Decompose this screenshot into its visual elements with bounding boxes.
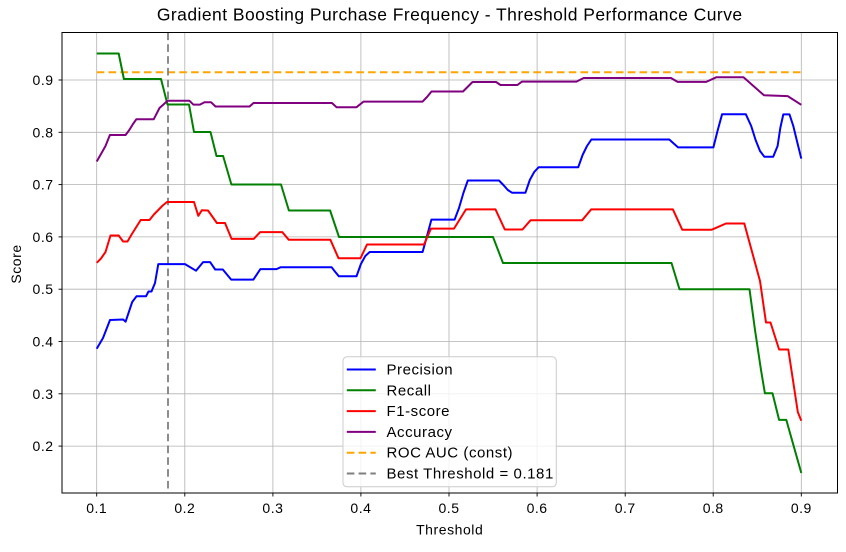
svg-text:0.7: 0.7	[615, 500, 636, 516]
svg-text:0.2: 0.2	[174, 500, 195, 516]
svg-text:0.8: 0.8	[33, 124, 54, 140]
svg-text:0.1: 0.1	[86, 500, 107, 516]
svg-text:Recall: Recall	[387, 382, 432, 399]
svg-text:Precision: Precision	[387, 362, 454, 379]
svg-text:0.9: 0.9	[33, 72, 54, 88]
svg-text:0.6: 0.6	[33, 229, 54, 245]
svg-text:0.9: 0.9	[791, 500, 812, 516]
svg-text:Accuracy: Accuracy	[387, 424, 453, 441]
svg-text:0.4: 0.4	[33, 334, 54, 350]
svg-text:Threshold: Threshold	[416, 522, 483, 538]
svg-text:0.4: 0.4	[350, 500, 371, 516]
svg-text:0.8: 0.8	[703, 500, 724, 516]
svg-text:0.3: 0.3	[33, 386, 54, 402]
svg-text:0.5: 0.5	[33, 281, 54, 297]
svg-text:ROC AUC (const): ROC AUC (const)	[387, 445, 514, 462]
svg-text:F1-score: F1-score	[387, 403, 451, 420]
svg-text:0.7: 0.7	[33, 177, 54, 193]
svg-text:0.5: 0.5	[439, 500, 460, 516]
svg-text:Gradient Boosting Purchase Fre: Gradient Boosting Purchase Frequency - T…	[157, 5, 743, 25]
svg-text:Best Threshold = 0.181: Best Threshold = 0.181	[387, 466, 554, 483]
svg-text:0.3: 0.3	[262, 500, 283, 516]
svg-text:0.6: 0.6	[527, 500, 548, 516]
svg-text:Score: Score	[8, 244, 24, 283]
svg-text:0.2: 0.2	[33, 438, 54, 454]
